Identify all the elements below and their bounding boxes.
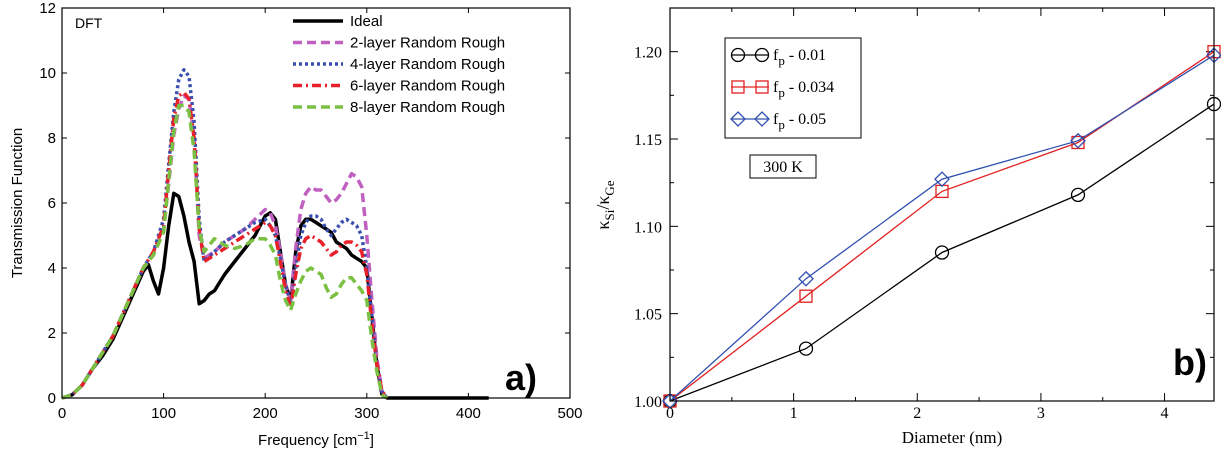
b-y-axis-label-si: Si <box>602 209 617 220</box>
b-y-tick-label-1: 1.05 <box>634 307 662 324</box>
b-point-fp0-05-0 <box>662 393 678 409</box>
a-series-group <box>61 68 489 400</box>
a-x-axis-label-end: ] <box>370 432 374 449</box>
b-y-tick-label-2: 1.10 <box>634 219 662 236</box>
b-series-line-fp0-01 <box>669 103 1215 402</box>
a-x-axis-label-sup: −1 <box>357 430 370 442</box>
a-x-tick-label-400: 400 <box>456 405 481 422</box>
b-x-tick-label-4: 4 <box>1161 405 1169 422</box>
a-x-tick-label-300: 300 <box>354 405 379 422</box>
b-annotation-box <box>749 154 817 179</box>
a-legend-label-4-layer-random-rough: 4-layer Random Rough <box>350 56 505 73</box>
b-series-line-fp0-05 <box>669 54 1215 402</box>
a-plot-frame <box>61 7 571 399</box>
b-y-axis-label-ge: Ge <box>602 180 617 195</box>
b-legend-marker-b-fp0-01 <box>754 47 770 63</box>
a-panel-label: a) <box>505 357 537 398</box>
b-y-axis-label-kappa: κ <box>593 221 613 230</box>
a-series-4-layer-random-rough <box>61 68 389 400</box>
b-y-tick-label-0: 1.00 <box>634 394 662 411</box>
b-point-fp0-01-1 <box>798 341 814 356</box>
b-legend: fp - 0.01 fp - 0.034 fp - 0.05 <box>730 47 834 132</box>
b-y-axis-label-sep: /κ <box>593 196 613 210</box>
a-y-tick-label-12: 12 <box>39 0 56 17</box>
a-x-tick-label-500: 500 <box>557 405 582 422</box>
b-series-group <box>662 45 1221 409</box>
b-y-tick-label-4: 1.20 <box>634 45 662 62</box>
b-plot-frame <box>669 7 1215 402</box>
b-tick-labels: 0 1 2 3 4 1.00 1.05 1.10 1.15 1.20 <box>634 45 1169 422</box>
a-legend-label-2-layer-random-rough: 2-layer Random Rough <box>350 35 505 52</box>
a-annotation-dft: DFT <box>75 15 103 31</box>
b-x-tick-label-2: 2 <box>913 405 921 422</box>
a-y-tick-label-0: 0 <box>48 390 56 407</box>
b-point-fp0-01-3 <box>1070 187 1086 203</box>
a-tick-labels: 0 100 200 300 400 500 0 2 4 6 8 10 12 <box>39 0 582 422</box>
b-annotation-temperature: 300 K <box>763 159 803 176</box>
a-legend: Ideal 2-layer Random Rough 4-layer Random … <box>293 13 505 116</box>
b-point-fp0-01-2 <box>934 245 950 260</box>
a-x-axis-label: Frequency [cm−1] <box>258 430 374 449</box>
b-x-tick-label-1: 1 <box>790 405 798 422</box>
b-y-tick-label-3: 1.15 <box>634 132 662 149</box>
chart-a: 0 100 200 300 400 500 0 2 4 6 8 10 12 DFT a) Transmi… <box>9 0 583 449</box>
a-y-tick-label-6: 6 <box>48 195 56 212</box>
a-y-tick-label-10: 10 <box>39 65 56 82</box>
a-series-8-layer-random-rough <box>61 103 389 400</box>
b-legend-marker-b-fp0-05 <box>754 111 770 127</box>
b-legend-label-fp0-01: fp - 0.01 <box>773 47 826 68</box>
a-x-tick-label-0: 0 <box>58 405 66 422</box>
a-legend-label-ideal: Ideal <box>350 13 383 30</box>
a-y-tick-label-2: 2 <box>48 325 56 342</box>
b-legend-marker-a-fp0-01 <box>730 47 746 63</box>
a-x-axis-label-main: Frequency [cm <box>258 432 357 449</box>
b-x-tick-label-0: 0 <box>666 405 674 422</box>
b-panel-label: b) <box>1173 342 1207 383</box>
a-legend-label-8-layer-random-rough: 8-layer Random Rough <box>350 99 505 116</box>
a-legend-label-6-layer-random-rough: 6-layer Random Rough <box>350 78 505 95</box>
b-legend-marker-a-fp0-034 <box>731 80 745 94</box>
b-legend-label-fp0-034: fp - 0.034 <box>773 79 834 100</box>
a-y-axis-label: Transmission Function <box>9 128 26 278</box>
b-point-fp0-05-2 <box>934 171 950 188</box>
b-x-tick-label-3: 3 <box>1037 405 1045 422</box>
b-legend-marker-a-fp0-05 <box>730 111 746 127</box>
b-point-fp0-034-1 <box>799 289 813 303</box>
a-series-ideal <box>61 191 489 400</box>
b-point-fp0-05-3 <box>1070 132 1086 149</box>
a-x-tick-label-200: 200 <box>253 405 278 422</box>
b-point-fp0-05-1 <box>798 270 814 287</box>
b-legend-label-fp0-05: fp - 0.05 <box>773 111 826 132</box>
a-x-tick-label-100: 100 <box>151 405 176 422</box>
b-y-axis-label: κSi/κGe <box>593 180 617 229</box>
b-legend-marker-b-fp0-034 <box>755 80 769 94</box>
b-x-axis-label: Diameter (nm) <box>902 428 1003 447</box>
a-y-tick-label-4: 4 <box>48 260 56 277</box>
a-y-tick-label-8: 8 <box>48 130 56 147</box>
